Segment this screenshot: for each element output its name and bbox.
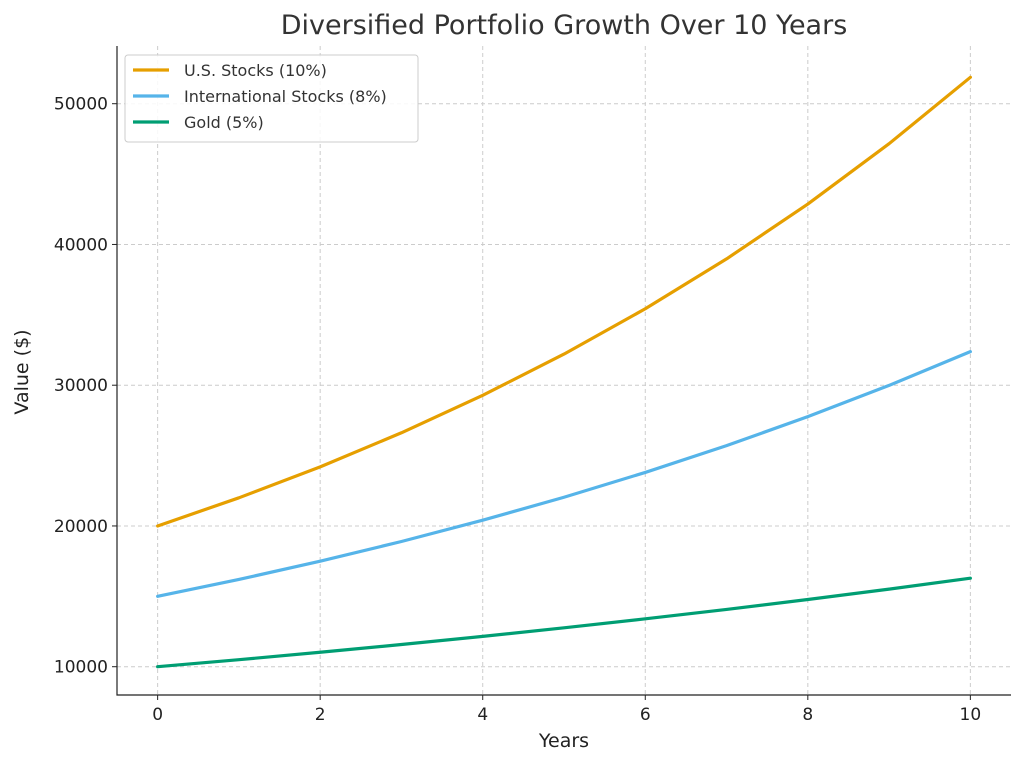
legend-label-1: International Stocks (8%) [184, 87, 387, 106]
series-line-2 [156, 576, 972, 669]
y-axis-label: Value ($) [11, 329, 33, 414]
series-line-1 [156, 350, 972, 598]
x-tick-label: 10 [960, 705, 982, 725]
legend-box [124, 54, 419, 143]
x-axis-label: Years [538, 730, 589, 752]
series-line-0 [156, 75, 972, 528]
x-tick-label: 8 [802, 705, 813, 725]
y-tick-label: 20000 [54, 517, 108, 537]
x-tick-label: 0 [152, 705, 163, 725]
axes: 0 2 4 6 8 10 10000 20000 30000 40000 50000 [54, 46, 1011, 725]
y-tick-label: 40000 [54, 235, 108, 255]
axis-spines [116, 46, 1011, 696]
y-tick-label: 30000 [54, 376, 108, 396]
x-tick-label: 4 [477, 705, 488, 725]
y-tick-label: 50000 [54, 95, 108, 115]
y-tick-label: 10000 [54, 658, 108, 678]
x-tick-label: 2 [315, 705, 326, 725]
grid [117, 46, 1011, 695]
legend-label-2: Gold (5%) [184, 113, 264, 132]
legend-label-0: U.S. Stocks (10%) [184, 61, 327, 80]
chart-title: Diversified Portfolio Growth Over 10 Yea… [281, 10, 848, 41]
legend: U.S. Stocks (10%) International Stocks (8… [124, 54, 419, 143]
x-tick-label: 6 [640, 705, 651, 725]
series-lines [156, 75, 972, 669]
